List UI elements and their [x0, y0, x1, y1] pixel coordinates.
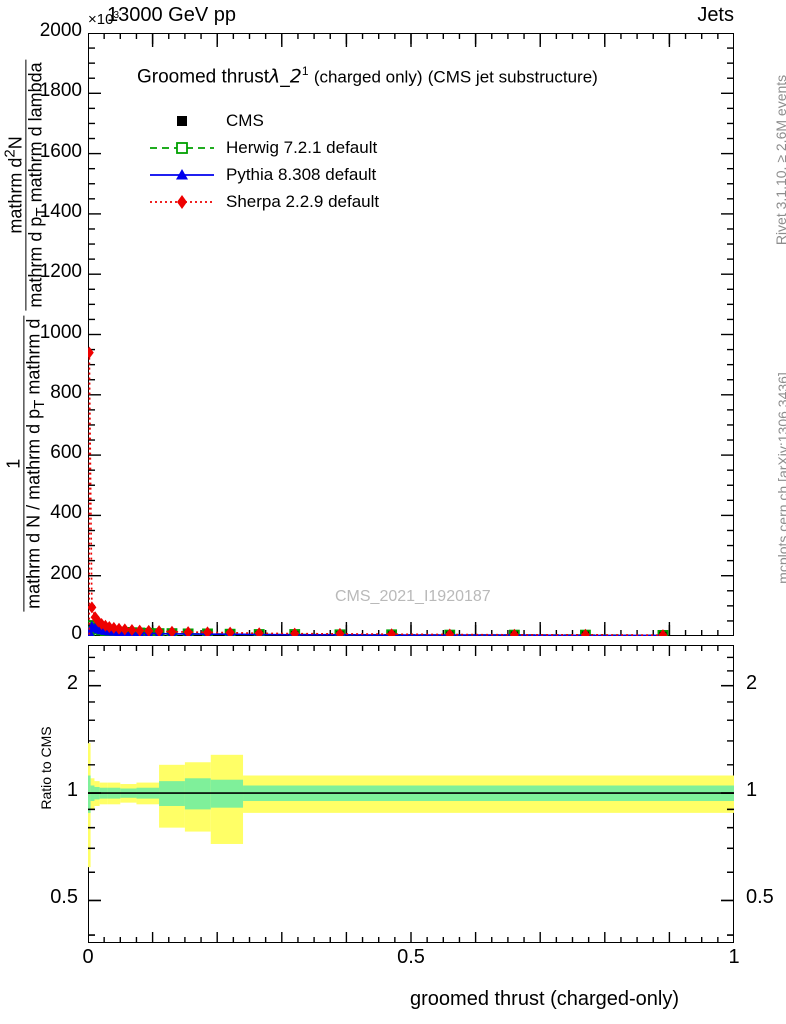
ratio-plot-canvas [88, 645, 734, 943]
ratio-tick-label-right: 2 [746, 671, 758, 694]
analysis-watermark: CMS_2021_I1920187 [335, 588, 491, 605]
x-axis-title: groomed thrust (charged-only) [410, 988, 680, 1010]
y-axis-tick-label: 1200 [39, 261, 82, 283]
title-observable: λ_2 [269, 65, 302, 88]
y-axis-tick-label: 800 [50, 381, 82, 403]
y-axis-tick-label: 1800 [39, 80, 82, 102]
main-plot-frame [88, 33, 734, 636]
x-axis-tick-label: 0.5 [397, 946, 425, 968]
legend-marker-square-filled-icon [146, 110, 218, 132]
ratio-tick-label-right: 1 [746, 779, 758, 802]
main-plot-canvas [88, 33, 734, 636]
title-observable-sup: 1 [301, 64, 309, 78]
legend-marker-diamond-icon [146, 191, 218, 213]
rivet-version-note: Rivet 3.1.10, ≥ 2.6M events [773, 74, 786, 246]
y-axis-tick-label: 1000 [39, 321, 82, 343]
ratio-tick-label-right: 0.5 [746, 886, 774, 909]
legend-label: Sherpa 2.2.9 default [226, 192, 380, 211]
ratio-tick-label: 2 [66, 671, 78, 694]
title-main: Groomed thrust [137, 66, 269, 88]
legend-marker-triangle-up-icon [146, 164, 218, 186]
ratio-y-axis-title: Ratio to CMS [38, 726, 54, 810]
ratio-inner-uncertainty-band [88, 775, 91, 813]
x-axis-tick-label: 0 [82, 946, 94, 968]
y-axis-title: 1 mathrm d N / mathrm d pT mathrm d math… [1, 26, 50, 646]
mcplots-source-note: mcplots.cern.ch [arXiv:1306.3436] [775, 372, 786, 584]
y-axis-tick-label: 0 [71, 623, 82, 644]
legend-label: CMS [226, 111, 264, 130]
title-analysis: (CMS jet substructure) [427, 67, 598, 87]
header-beam-energy: 13000 GeV pp [107, 4, 236, 26]
y-axis-tick-label: 600 [50, 442, 82, 464]
y-axis-exponent: ×103 [88, 10, 120, 28]
y-axis-outer-denominator: mathrm d N / mathrm d pT mathrm d [23, 318, 48, 609]
y-axis-tick-label: 2000 [39, 20, 82, 41]
y-axis-inner-numerator: mathrm d2N [1, 59, 27, 311]
x-axis-tick-label: 1 [728, 946, 740, 968]
y-axis-outer-fraction: 1 mathrm d N / mathrm d pT mathrm d [3, 315, 48, 612]
y-axis-tick-label: 400 [50, 502, 82, 524]
y-axis-tick-label: 1600 [39, 140, 82, 162]
ratio-y-axis-tick-labels-right: 0.5 1 2 [738, 645, 786, 943]
plot-title: Groomed thrustλ_21 (charged only) (CMS j… [137, 64, 598, 88]
y-axis-inner-denominator: mathrm d pT mathrm d lambda [25, 62, 50, 308]
legend-label: Pythia 8.308 default [226, 165, 377, 184]
title-qualifier: (charged only) [313, 67, 423, 87]
x-axis-tick-labels: 0 0.5 1 [0, 946, 786, 976]
y-axis-outer-numerator: 1 [3, 315, 25, 612]
legend-label: Herwig 7.2.1 default [226, 138, 378, 157]
ratio-y-axis-tick-labels: 0.5 1 2 [0, 645, 84, 943]
y-axis-tick-label: 1400 [39, 200, 82, 222]
ratio-tick-label: 0.5 [50, 886, 78, 909]
y-axis-tick-labels: 0 200 400 600 800 1000 1200 1400 1600 1800 2000 [0, 20, 84, 644]
y-axis-tick-label: 200 [50, 562, 82, 584]
legend-marker-square-open-icon [146, 137, 218, 159]
header-process: Jets [697, 4, 734, 26]
ratio-tick-label: 1 [66, 779, 78, 802]
y-axis-inner-fraction: mathrm d2N mathrm d pT mathrm d lambda [1, 59, 50, 311]
